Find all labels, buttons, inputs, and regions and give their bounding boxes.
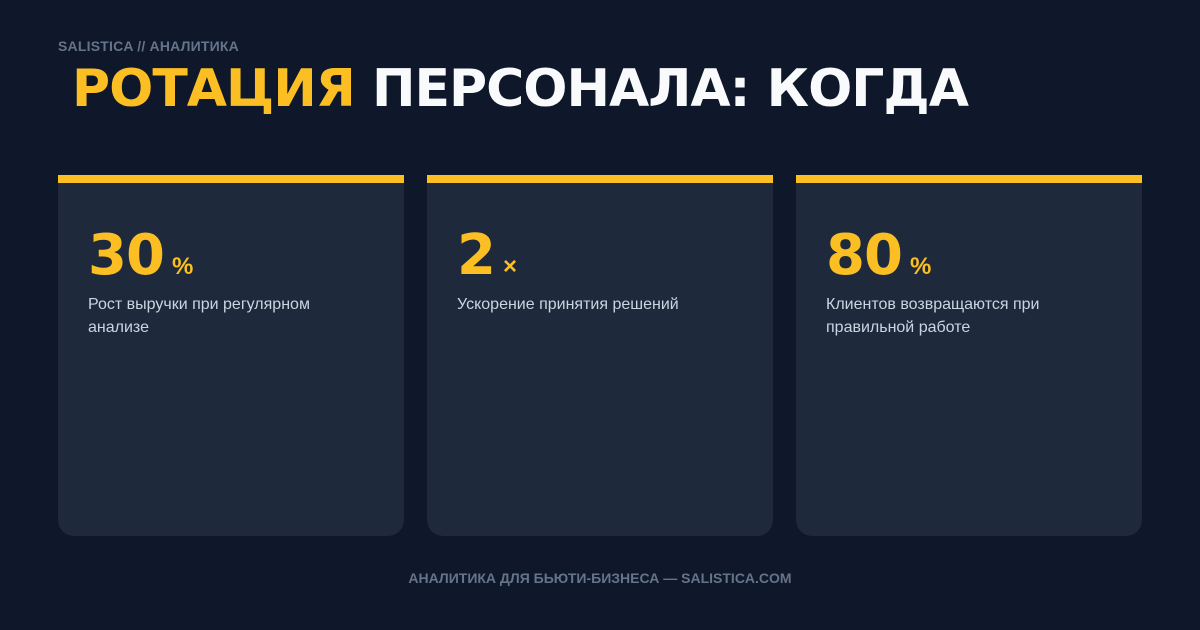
stat-value: 80 — [826, 223, 903, 288]
stat-card: 30% Рост выручки при регулярном анализе — [58, 175, 404, 536]
footer: АНАЛИТИКА ДЛЯ БЬЮТИ-БИЗНЕСА — SALISTICA.… — [408, 570, 792, 586]
stat-description: Рост выручки при регулярном анализе — [88, 296, 310, 336]
stat-card: 80% Клиентов возвращаются при правильной… — [796, 175, 1142, 536]
page-title: РОТАЦИЯ ПЕРСОНАЛА: КОГДА — [72, 58, 969, 120]
stat-unit: % — [909, 253, 932, 280]
kicker: SALISTICA // АНАЛИТИКА — [58, 38, 239, 54]
stat-card: 2 × Ускорение принятия решений — [427, 175, 773, 536]
stat-value: 30 — [88, 223, 165, 288]
stat-unit: × — [502, 253, 517, 280]
stat-description: Ускорение принятия решений — [457, 296, 679, 313]
stat-value: 2 — [457, 223, 496, 288]
stat-description: Клиентов возвращаются при правильной раб… — [826, 296, 1040, 336]
title-highlight: РОТАЦИЯ — [72, 59, 356, 119]
stat-unit: % — [171, 253, 194, 280]
title-rest: ПЕРСОНАЛА: КОГДА — [371, 59, 969, 119]
